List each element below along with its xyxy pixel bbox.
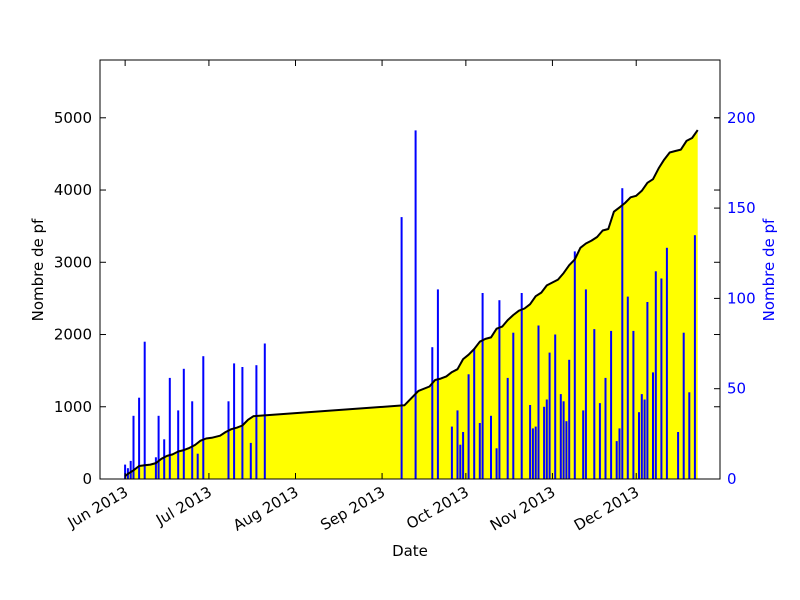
daily-bar xyxy=(646,302,649,479)
daily-bar xyxy=(414,130,417,479)
daily-bar xyxy=(660,278,663,479)
daily-bar xyxy=(531,428,534,479)
daily-bar xyxy=(450,426,453,479)
daily-bar xyxy=(467,374,470,480)
daily-bar xyxy=(233,363,236,479)
daily-bar xyxy=(129,460,132,479)
daily-bar xyxy=(481,293,484,479)
daily-bar xyxy=(157,415,160,479)
daily-bar xyxy=(654,271,657,479)
y-left-tick-label: 5000 xyxy=(54,109,92,127)
daily-bar xyxy=(604,377,607,479)
y-left-tick-label: 1000 xyxy=(54,398,92,416)
cumulative-line xyxy=(124,129,699,477)
daily-bar xyxy=(621,188,624,479)
daily-bar xyxy=(263,343,266,479)
daily-bar xyxy=(462,432,465,479)
daily-bar xyxy=(643,399,646,479)
daily-bar xyxy=(559,394,562,479)
daily-bar xyxy=(565,421,568,479)
daily-bar xyxy=(255,365,258,479)
daily-bar xyxy=(615,441,618,479)
daily-bar xyxy=(154,457,157,479)
daily-bar xyxy=(618,428,621,479)
daily-bar xyxy=(568,359,571,479)
daily-bar xyxy=(495,448,498,479)
daily-bar xyxy=(400,217,403,479)
y-right-tick-label: 100 xyxy=(727,289,756,307)
y-left-tick-label: 2000 xyxy=(54,326,92,344)
daily-bar xyxy=(582,410,585,479)
daily-bar xyxy=(132,415,135,479)
daily-bar xyxy=(143,341,146,479)
daily-bar xyxy=(652,372,654,479)
daily-bar xyxy=(593,329,596,479)
daily-bar xyxy=(543,406,546,479)
daily-bar xyxy=(554,334,557,479)
daily-bar xyxy=(202,356,205,479)
daily-bar xyxy=(598,403,601,479)
daily-bar xyxy=(506,377,509,479)
y-left-tick-label: 4000 xyxy=(54,181,92,199)
daily-bar xyxy=(520,293,523,479)
x-axis-label: Date xyxy=(392,542,428,560)
daily-bar xyxy=(693,235,696,479)
y-left-tick-label: 0 xyxy=(82,470,92,488)
daily-bar xyxy=(512,332,515,479)
daily-bar xyxy=(498,300,501,479)
y-axis-left-label: Nombre de pf xyxy=(29,218,47,321)
daily-bar xyxy=(529,405,532,479)
daily-bar xyxy=(249,442,252,479)
daily-bar xyxy=(638,412,640,479)
daily-bar xyxy=(562,401,565,479)
daily-bar xyxy=(456,410,459,479)
axes-frame xyxy=(99,59,721,480)
daily-bar xyxy=(626,296,629,479)
daily-bar xyxy=(584,289,587,479)
daily-bar xyxy=(436,289,439,479)
daily-bar xyxy=(573,251,576,479)
y-right-tick-label: 200 xyxy=(727,109,756,127)
daily-bar xyxy=(478,423,481,479)
daily-bar xyxy=(534,426,537,479)
y-right-tick-label: 50 xyxy=(727,380,746,398)
daily-bar xyxy=(610,330,613,479)
daily-bar xyxy=(665,247,668,479)
daily-bar xyxy=(640,394,643,479)
y-right-tick-label: 0 xyxy=(727,470,737,488)
daily-bar xyxy=(196,453,199,479)
daily-bar xyxy=(459,444,462,479)
daily-bar xyxy=(241,367,244,479)
daily-bar xyxy=(431,347,434,479)
daily-bar xyxy=(677,432,680,479)
daily-bar xyxy=(168,377,171,479)
daily-bar xyxy=(682,332,685,479)
daily-bar xyxy=(632,330,635,479)
daily-bar xyxy=(537,325,540,479)
daily-bar xyxy=(124,464,127,479)
daily-bar xyxy=(177,410,180,479)
daily-bar xyxy=(490,415,492,479)
daily-bar xyxy=(182,368,185,479)
daily-bar xyxy=(473,349,476,479)
daily-bar xyxy=(138,397,141,479)
daily-bar xyxy=(545,399,548,479)
daily-bar xyxy=(688,392,691,479)
y-left-tick-label: 3000 xyxy=(54,253,92,271)
plot-area xyxy=(124,129,699,480)
daily-bar xyxy=(163,439,166,479)
daily-bar xyxy=(191,401,194,479)
y-right-tick-label: 150 xyxy=(727,199,756,217)
y-axis-right-label: Nombre de pf xyxy=(760,218,778,321)
daily-bar xyxy=(227,401,230,479)
daily-bar xyxy=(548,352,551,479)
